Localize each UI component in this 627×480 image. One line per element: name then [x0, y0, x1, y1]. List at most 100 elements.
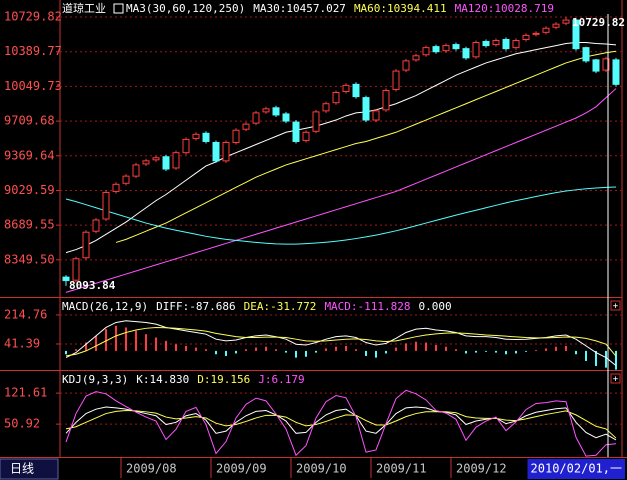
candle-body [72, 258, 80, 281]
y-tick-label: 10389.77 [4, 44, 62, 58]
candle-body [392, 70, 400, 90]
line-series [65, 409, 617, 439]
candle-body [562, 19, 570, 24]
candle-body [152, 157, 160, 161]
panel-title: 道琼工业 [62, 1, 106, 15]
panel-button[interactable] [610, 373, 621, 384]
header-bg [417, 300, 453, 314]
line-series [115, 50, 617, 243]
title-icon [113, 3, 124, 14]
candle-body [172, 152, 180, 169]
line-series [65, 389, 617, 457]
header-bg [61, 300, 150, 314]
panel-subtitle: MA3(30,60,120,250) [126, 2, 245, 15]
header-bg [196, 373, 252, 387]
y-tick-label: 41.39 [4, 336, 40, 350]
candle-body [142, 160, 150, 165]
y-tick-label: 8349.50 [4, 252, 55, 266]
candle-body [342, 84, 350, 92]
legend-entry: MA120:10028.719 [455, 2, 554, 15]
candle-body [322, 103, 330, 112]
line-series [65, 326, 617, 357]
period-button[interactable]: 日线 [10, 462, 34, 476]
candle-body [162, 156, 170, 170]
line-series [65, 406, 617, 441]
candle-body [382, 89, 390, 111]
legend-entry: MACD:-111.828 [324, 300, 410, 313]
candle-body [482, 41, 490, 47]
zero-label: 0.000 [419, 300, 452, 313]
line-series [65, 320, 617, 366]
candle-body [332, 92, 340, 104]
panel-button[interactable] [610, 300, 621, 311]
y-tick-label: 10049.73 [4, 79, 62, 93]
cursor-date: 2010/02/01,一 [531, 462, 622, 476]
line-series [65, 88, 617, 293]
legend-entry: MA60:10394.411 [354, 2, 447, 15]
y-tick-label: 214.76 [4, 307, 47, 321]
candle-body [492, 39, 500, 46]
panel-title: KDJ(9,3,3) [62, 373, 128, 386]
candle-body [602, 58, 610, 71]
candle-body [62, 276, 70, 282]
header-bg [125, 2, 247, 16]
candle-body [432, 46, 440, 53]
y-tick-label: 9709.68 [4, 114, 55, 128]
header-bg [242, 300, 318, 314]
y-tick-label: 10729.82 [4, 10, 62, 24]
candle-body [412, 55, 420, 61]
panel-button-icon: + [613, 375, 619, 385]
legend-entry: DEA:-31.772 [244, 300, 317, 313]
y-tick-label: 8689.55 [4, 218, 55, 232]
candle-body [92, 219, 100, 232]
x-tick-label: 2009/09 [216, 462, 267, 476]
x-tick-label: 2009/11 [376, 462, 427, 476]
header-bg [61, 2, 107, 16]
candle-body [112, 183, 120, 192]
x-tick-label: 2009/08 [126, 462, 177, 476]
y-tick-label: 9029.59 [4, 183, 55, 197]
y-tick-label: 50.92 [4, 417, 40, 431]
candle-body [462, 48, 470, 59]
candle-body [572, 19, 580, 50]
header-bg [323, 300, 412, 314]
header-bg [155, 300, 237, 314]
high-annotation: 10729.82 [572, 16, 625, 29]
line-series [65, 186, 617, 245]
candle-body [552, 23, 560, 28]
candle-body [522, 34, 530, 40]
candle-body [532, 32, 540, 35]
x-tick-label: 2009/10 [296, 462, 347, 476]
candle-body [512, 39, 520, 49]
candle-body [502, 38, 510, 50]
line-series [65, 42, 617, 254]
y-tick-label: 9369.64 [4, 148, 55, 162]
candle-body [582, 47, 590, 62]
candle-body [222, 141, 230, 162]
candle-body [122, 175, 130, 184]
candle-body [232, 129, 240, 143]
legend-entry: J:6.179 [258, 373, 304, 386]
candle-body [202, 132, 210, 142]
panel-title: MACD(26,12,9) [62, 300, 148, 313]
candle-body [212, 141, 220, 162]
candle-body [262, 108, 270, 113]
candle-body [402, 60, 410, 71]
period-button-box[interactable] [0, 458, 59, 480]
candle-body [82, 231, 90, 259]
cursor-date-box [527, 459, 625, 479]
x-tick-label: 2009/12 [456, 462, 507, 476]
legend-entry: D:19.156 [197, 373, 250, 386]
candle-body [192, 133, 200, 139]
low-annotation: 8093.84 [69, 279, 116, 292]
candle-body [592, 59, 600, 72]
panel-button-icon: + [613, 302, 619, 312]
legend-entry: MA30:10457.027 [253, 2, 346, 15]
header-bg [135, 373, 191, 387]
header-bg [61, 373, 130, 387]
header-bg [352, 2, 448, 16]
candle-body [542, 27, 550, 33]
candle-body [612, 59, 620, 85]
candle-body [452, 44, 460, 50]
